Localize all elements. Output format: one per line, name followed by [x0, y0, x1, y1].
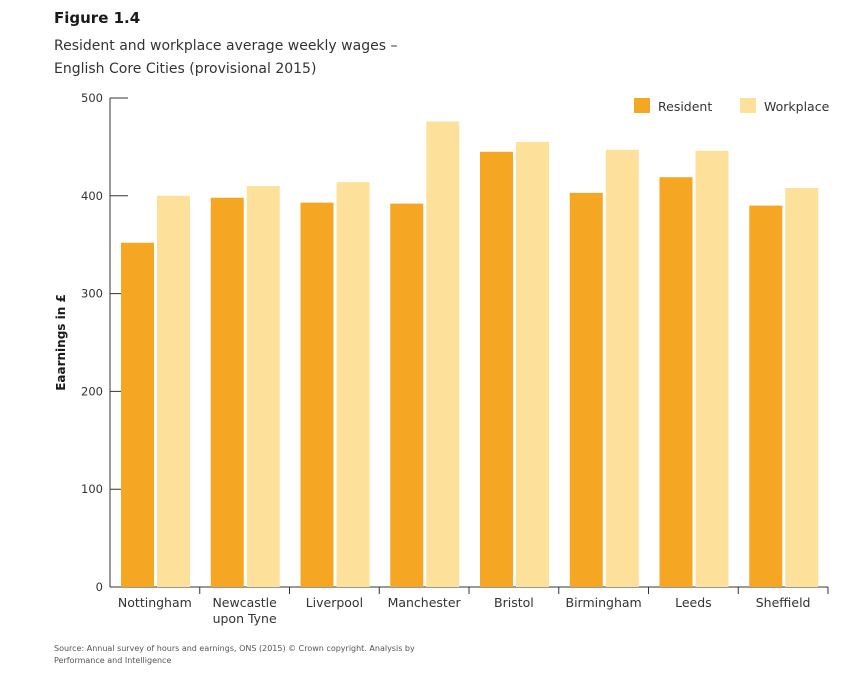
- bar-workplace-2: [336, 182, 370, 587]
- x-tick-label: Nottingham: [118, 595, 192, 610]
- x-tick-label: Manchester: [388, 595, 462, 610]
- x-tick-label: upon Tyne: [213, 611, 277, 626]
- x-tick-label: Bristol: [494, 595, 534, 610]
- bar-resident-2: [300, 202, 334, 587]
- x-tick-label: Sheffield: [756, 595, 811, 610]
- bar-resident-6: [659, 177, 693, 587]
- x-tick-label: Liverpool: [306, 595, 363, 610]
- x-tick-label: Birmingham: [566, 595, 642, 610]
- bar-resident-3: [390, 203, 424, 587]
- source-note: Source: Annual survey of hours and earni…: [54, 643, 474, 667]
- y-axis-label: Eaarnings in £: [54, 294, 68, 391]
- legend-label-resident: Resident: [658, 99, 712, 114]
- bar-resident-0: [121, 242, 154, 587]
- y-tick-label: 300: [81, 287, 103, 301]
- bar-workplace-0: [157, 195, 190, 588]
- source-note-line-1: Source: Annual survey of hours and earni…: [54, 644, 415, 653]
- legend-label-workplace: Workplace: [764, 99, 830, 114]
- bar-workplace-4: [516, 142, 549, 587]
- bar-resident-7: [749, 205, 783, 587]
- bar-resident-5: [569, 192, 603, 587]
- bar-resident-4: [480, 151, 513, 588]
- legend-swatch-resident: [634, 98, 650, 113]
- x-tick-label: Newcastle: [212, 595, 277, 610]
- y-tick-label: 500: [81, 91, 103, 105]
- bar-workplace-6: [695, 150, 729, 587]
- chart-title-line-1: Resident and workplace average weekly wa…: [54, 38, 398, 54]
- bar-workplace-7: [785, 187, 819, 587]
- legend-swatch-workplace: [740, 98, 756, 113]
- y-tick-label: 100: [81, 482, 103, 496]
- y-tick-label: 200: [81, 384, 103, 398]
- source-note-line-2: Performance and Intelligence: [54, 656, 172, 665]
- y-tick-label: 0: [96, 580, 103, 594]
- chart-title: Resident and workplace average weekly wa…: [54, 35, 474, 81]
- bar-workplace-1: [246, 186, 280, 587]
- chart-title-line-2: English Core Cities (provisional 2015): [54, 61, 317, 77]
- bar-resident-1: [210, 197, 244, 588]
- figure-label: Figure 1.4: [54, 9, 141, 27]
- x-tick-label: Leeds: [675, 595, 712, 610]
- y-tick-label: 400: [81, 189, 103, 203]
- bar-workplace-5: [605, 149, 639, 588]
- bar-workplace-3: [426, 121, 460, 588]
